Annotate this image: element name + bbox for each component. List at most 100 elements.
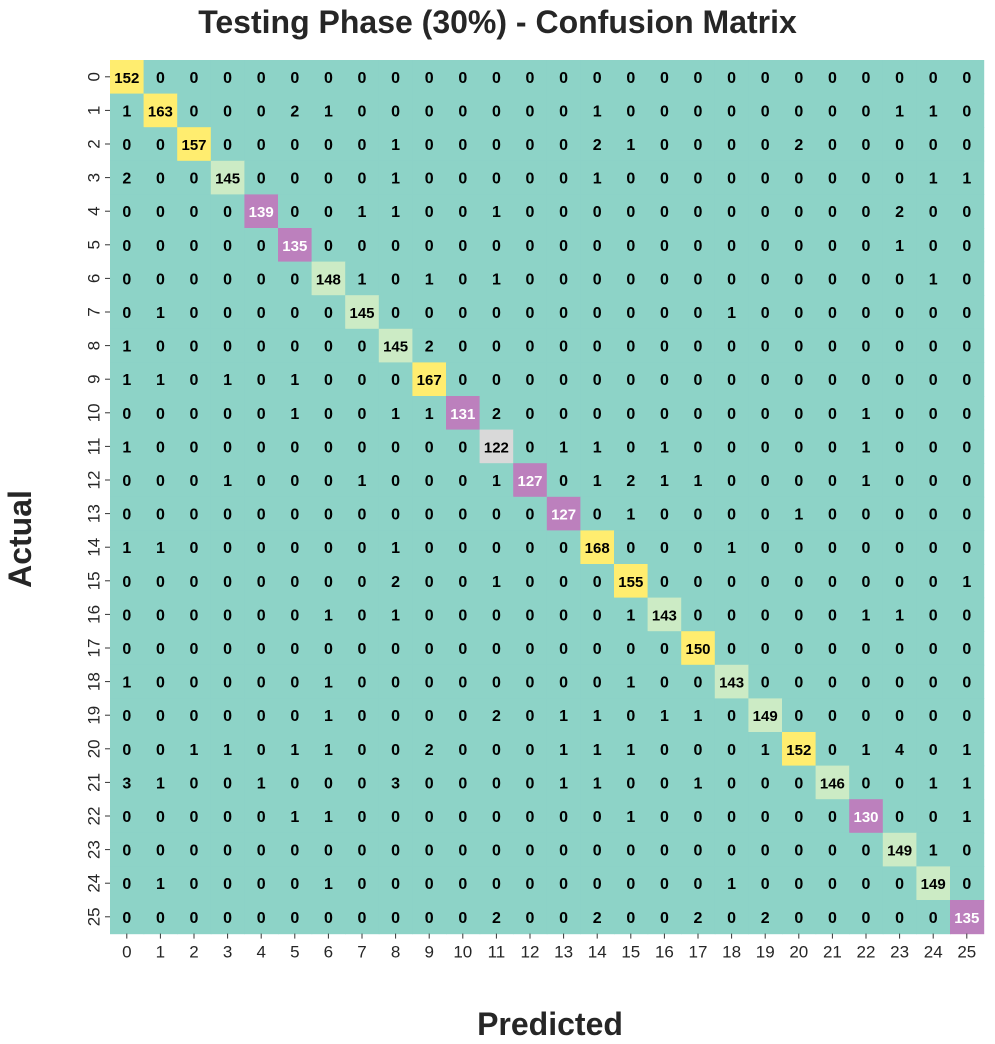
cell-value-label: 0 — [223, 238, 232, 255]
cell-value-label: 0 — [660, 171, 669, 188]
cell-value-label: 0 — [559, 171, 568, 188]
heatmap-cell — [849, 429, 884, 464]
heatmap-cell — [345, 832, 380, 867]
heatmap-cell — [647, 564, 682, 599]
cell-value-label: 0 — [324, 305, 333, 322]
cell-value-label: 0 — [694, 607, 703, 624]
cell-value-label: 0 — [794, 607, 803, 624]
cell-value-label: 0 — [794, 372, 803, 389]
cell-value-label: 0 — [391, 305, 400, 322]
heatmap-cell — [681, 295, 716, 330]
heatmap-cell — [244, 160, 279, 195]
cell-value-label: 0 — [660, 675, 669, 692]
cell-value-label: 0 — [895, 708, 904, 725]
cell-value-label: 0 — [458, 876, 467, 893]
heatmap-cell — [882, 362, 917, 397]
cell-value-label: 0 — [962, 339, 971, 356]
cell-value-label: 0 — [526, 775, 535, 792]
cell-value-label: 0 — [794, 876, 803, 893]
cell-value-label: 1 — [962, 574, 971, 591]
heatmap-cell — [916, 228, 951, 263]
cell-value-label: 0 — [458, 775, 467, 792]
heatmap-cell — [244, 900, 279, 935]
heatmap-cell — [815, 463, 850, 498]
cell-value-label: 0 — [358, 641, 367, 658]
heatmap-cell — [681, 597, 716, 632]
heatmap-cell — [412, 664, 447, 699]
cell-value-label: 0 — [794, 473, 803, 490]
cell-value-label: 0 — [324, 775, 333, 792]
heatmap-cell — [882, 429, 917, 464]
cell-value-label: 0 — [223, 137, 232, 154]
cell-value-label: 0 — [660, 809, 669, 826]
heatmap-cell — [446, 228, 481, 263]
cell-value-label: 0 — [324, 238, 333, 255]
heatmap-cell — [244, 295, 279, 330]
x-tick-label: 19 — [756, 943, 775, 962]
heatmap-cell — [614, 900, 649, 935]
heatmap-cell — [782, 396, 817, 431]
cell-value-label: 0 — [727, 742, 736, 759]
heatmap-cell — [815, 60, 850, 95]
heatmap-cell — [479, 295, 514, 330]
cell-value-label: 0 — [458, 641, 467, 658]
cell-value-label: 0 — [895, 574, 904, 591]
heatmap-cell — [546, 194, 581, 229]
y-tick-label: 1 — [85, 106, 104, 115]
heatmap-cell — [681, 496, 716, 531]
cell-value-label: 0 — [458, 70, 467, 87]
heatmap-cell — [378, 530, 413, 565]
heatmap-cell — [714, 228, 749, 263]
cell-value-label: 0 — [156, 675, 165, 692]
heatmap-cell — [882, 295, 917, 330]
cell-value-label: 0 — [190, 675, 199, 692]
heatmap-cell — [278, 261, 313, 296]
heatmap-cell — [815, 261, 850, 296]
heatmap-cell — [714, 799, 749, 834]
cell-value-label: 0 — [794, 843, 803, 860]
heatmap-cell — [479, 60, 514, 95]
cell-value-label: 0 — [962, 675, 971, 692]
y-tick-label: 6 — [85, 274, 104, 283]
cell-value-label: 1 — [559, 708, 568, 725]
y-tick-label: 8 — [85, 341, 104, 350]
cell-value-label: 0 — [929, 507, 938, 524]
cell-value-label: 0 — [391, 675, 400, 692]
heatmap-cell — [278, 295, 313, 330]
heatmap-cell — [345, 530, 380, 565]
heatmap-cell — [714, 664, 749, 699]
heatmap-cell — [513, 832, 548, 867]
cell-value-label: 0 — [895, 372, 904, 389]
heatmap-cell — [782, 832, 817, 867]
heatmap-cell — [210, 396, 245, 431]
heatmap-cell — [614, 228, 649, 263]
heatmap-cell — [546, 631, 581, 666]
cell-value-label: 0 — [492, 641, 501, 658]
cell-value-label: 0 — [257, 238, 266, 255]
heatmap-cell — [345, 765, 380, 800]
y-tick-label: 14 — [85, 538, 104, 557]
heatmap-cell — [748, 228, 783, 263]
heatmap-cell — [580, 765, 615, 800]
cell-value-label: 0 — [458, 607, 467, 624]
cell-value-label: 0 — [895, 406, 904, 423]
heatmap-cell — [479, 799, 514, 834]
cell-value-label: 0 — [223, 305, 232, 322]
heatmap-cell — [244, 228, 279, 263]
cell-value-label: 1 — [626, 742, 635, 759]
heatmap-cell — [412, 564, 447, 599]
heatmap-cell — [546, 832, 581, 867]
heatmap-cell — [916, 732, 951, 767]
cell-value-label: 0 — [425, 641, 434, 658]
cell-value-label: 0 — [156, 204, 165, 221]
heatmap-cell — [882, 261, 917, 296]
cell-value-label: 0 — [794, 339, 803, 356]
cell-value-label: 0 — [492, 809, 501, 826]
cell-value-label: 0 — [559, 473, 568, 490]
cell-value-label: 0 — [694, 137, 703, 154]
cell-value-label: 0 — [660, 876, 669, 893]
cell-value-label: 0 — [828, 137, 837, 154]
cell-value-label: 0 — [458, 742, 467, 759]
cell-value-label: 0 — [761, 809, 770, 826]
heatmap-cell — [580, 463, 615, 498]
